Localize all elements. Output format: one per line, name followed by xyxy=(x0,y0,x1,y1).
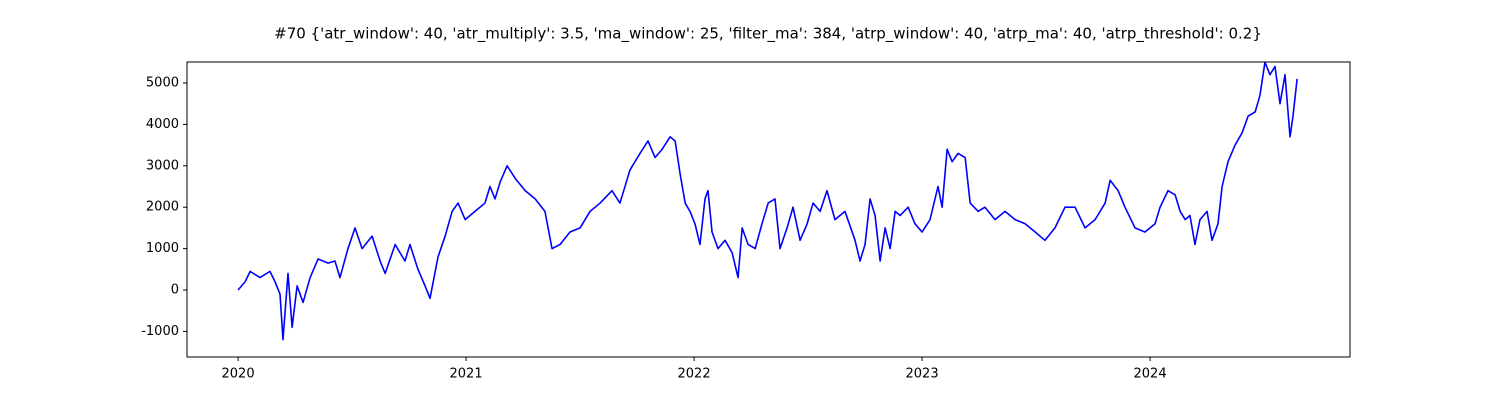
x-tick-label: 2020 xyxy=(222,367,255,382)
chart-title: #70 {'atr_window': 40, 'atr_multiply': 3… xyxy=(274,25,1262,44)
y-tick-label: 1000 xyxy=(146,241,179,256)
data-line xyxy=(237,61,1298,341)
y-tick-label: 5000 xyxy=(146,75,179,90)
x-tick-label: 2024 xyxy=(1134,367,1167,382)
y-tick-label: -1000 xyxy=(141,324,179,339)
y-tick-label: 2000 xyxy=(146,200,179,215)
plot-frame xyxy=(186,61,1351,358)
y-tick-label: 4000 xyxy=(146,117,179,132)
x-tick-label: 2021 xyxy=(450,367,483,382)
y-tick-label: 0 xyxy=(171,283,179,298)
x-tick-label: 2022 xyxy=(678,367,711,382)
y-tick-label: 3000 xyxy=(146,158,179,173)
x-tick-label: 2023 xyxy=(906,367,939,382)
